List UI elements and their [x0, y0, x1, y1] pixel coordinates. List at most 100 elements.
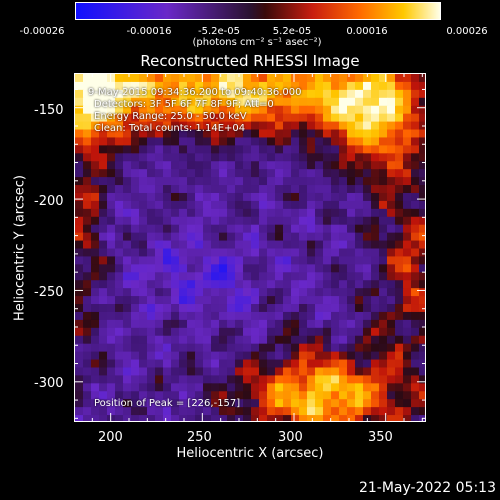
heatmap-cell — [187, 351, 196, 361]
heatmap-cell — [195, 391, 204, 400]
heatmap-cell — [315, 256, 324, 265]
heatmap-cell — [283, 129, 292, 139]
heatmap-cell — [115, 375, 124, 384]
heatmap-cell — [179, 89, 188, 99]
heatmap-cell — [195, 216, 204, 226]
heatmap-cell — [171, 153, 180, 162]
heatmap-cell — [147, 192, 156, 202]
heatmap-cell — [347, 89, 356, 99]
heatmap-cell — [323, 129, 332, 139]
heatmap-cell — [91, 375, 100, 384]
heatmap-cell — [331, 161, 340, 170]
heatmap-cell — [171, 256, 180, 265]
heatmap-cell — [339, 304, 348, 313]
heatmap-cell — [219, 359, 228, 369]
heatmap-cell — [139, 161, 148, 170]
heatmap-cell — [259, 89, 268, 99]
heatmap-cell — [419, 177, 425, 186]
heatmap-cell — [339, 200, 348, 210]
heatmap-cell — [75, 288, 84, 297]
heatmap-cell — [355, 97, 364, 107]
heatmap-cell — [299, 169, 308, 178]
heatmap-cell — [267, 89, 276, 99]
heatmap-cell — [211, 383, 220, 392]
heatmap-cell — [371, 81, 380, 91]
heatmap-cell — [179, 391, 188, 400]
heatmap-cell — [299, 81, 308, 91]
heatmap-cell — [379, 280, 388, 289]
heatmap-cell — [219, 145, 228, 154]
heatmap-cell — [163, 327, 172, 337]
heatmap-cell — [339, 375, 348, 384]
heatmap-cell — [211, 185, 220, 194]
heatmap-cell — [267, 256, 276, 265]
heatmap-cell — [419, 216, 425, 226]
heatmap-cell — [283, 113, 292, 123]
heatmap-cell — [355, 272, 364, 281]
heatmap-cell — [163, 81, 172, 91]
heatmap-cell — [363, 89, 372, 99]
heatmap-cell — [323, 137, 332, 146]
heatmap-cell — [99, 185, 108, 194]
heatmap-cell — [99, 272, 108, 281]
heatmap-cell — [299, 399, 308, 408]
heatmap-cell — [203, 192, 212, 202]
heatmap-cell — [251, 343, 260, 353]
heatmap-cell — [339, 145, 348, 154]
heatmap-cell — [99, 153, 108, 162]
heatmap-cell — [219, 97, 228, 107]
heatmap-cell — [283, 185, 292, 194]
heatmap-cell — [331, 224, 340, 234]
heatmap-cell — [163, 280, 172, 289]
heatmap-cell — [75, 192, 84, 202]
heatmap-cell — [131, 415, 140, 421]
heatmap-cell — [379, 319, 388, 329]
heatmap-cell — [251, 359, 260, 369]
heatmap-cell — [307, 208, 316, 218]
heatmap-cell — [339, 264, 348, 273]
heatmap-cell — [155, 137, 164, 146]
heatmap-cell — [387, 232, 396, 242]
heatmap-cell — [147, 113, 156, 123]
heatmap-cell — [347, 74, 356, 83]
heatmap-cell — [387, 153, 396, 162]
heatmap-cell — [203, 74, 212, 83]
heatmap-cell — [299, 200, 308, 210]
heatmap-cell — [379, 311, 388, 321]
heatmap-cell — [187, 343, 196, 353]
heatmap-cell — [283, 224, 292, 234]
heatmap-cell — [275, 232, 284, 242]
heatmap-cell — [163, 89, 172, 99]
heatmap-cell — [259, 137, 268, 146]
heatmap-cell — [307, 240, 316, 250]
heatmap-cell — [131, 113, 140, 123]
heatmap-cell — [75, 327, 84, 337]
heatmap-cell — [315, 351, 324, 361]
heatmap-cell — [315, 129, 324, 139]
heatmap-cell — [419, 288, 425, 297]
heatmap-cell — [91, 280, 100, 289]
heatmap-cell — [395, 74, 404, 83]
heatmap-cell — [363, 264, 372, 273]
heatmap-cell — [99, 74, 108, 83]
heatmap-cell — [171, 415, 180, 421]
heatmap-cell — [411, 248, 420, 258]
heatmap-cell — [371, 113, 380, 123]
heatmap-cell — [291, 153, 300, 162]
heatmap-cell — [203, 129, 212, 139]
heatmap-cell — [371, 407, 380, 416]
heatmap-cell — [307, 97, 316, 107]
heatmap-cell — [83, 232, 92, 242]
heatmap-cell — [91, 304, 100, 313]
heatmap-cell — [315, 74, 324, 83]
heatmap-cell — [395, 97, 404, 107]
heatmap-cell — [115, 399, 124, 408]
heatmap-cell — [203, 185, 212, 194]
heatmap-cell — [179, 319, 188, 329]
heatmap-cell — [147, 335, 156, 345]
heatmap-cell — [403, 288, 412, 297]
heatmap-cell — [243, 105, 252, 115]
heatmap-cell — [387, 113, 396, 123]
heatmap-cell — [403, 343, 412, 353]
heatmap-cell — [339, 232, 348, 242]
